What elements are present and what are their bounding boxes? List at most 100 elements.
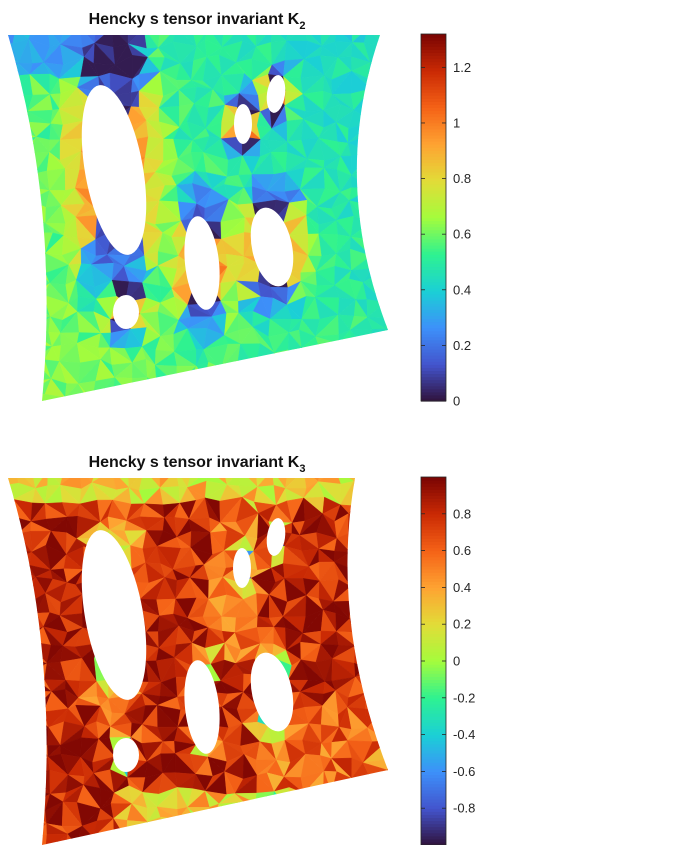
mesh-cell — [76, 837, 94, 845]
mesh-cell — [110, 396, 133, 401]
colorbar-segment — [421, 306, 446, 310]
mesh-cell — [400, 247, 416, 268]
hole — [250, 207, 294, 287]
colorbar-segment — [421, 725, 446, 730]
colorbar-segment — [421, 297, 446, 301]
mesh-cell — [385, 548, 388, 572]
mesh-cell — [386, 625, 388, 650]
colorbar-segment — [421, 697, 446, 702]
mesh-cell — [8, 216, 13, 237]
mesh-cell — [382, 580, 388, 601]
title-k3-subscript: 3 — [299, 463, 305, 475]
mesh-cell — [404, 724, 416, 742]
mesh-cell — [300, 379, 318, 396]
mesh-cell — [395, 571, 416, 584]
mesh-cell — [314, 392, 340, 401]
colorbar-segment — [421, 220, 446, 225]
mesh-cell — [17, 530, 32, 553]
mesh-cell — [269, 823, 294, 842]
mesh-cell — [398, 470, 416, 486]
mesh-cell — [386, 614, 388, 627]
mesh-cell — [8, 299, 17, 317]
colorbar-segment — [421, 495, 446, 500]
mesh-cell — [349, 817, 366, 844]
mesh-cell — [8, 724, 14, 743]
colorbar-segment — [421, 826, 446, 831]
mesh-cell — [8, 709, 22, 726]
mesh-cell — [323, 803, 336, 823]
mesh-cell — [401, 662, 416, 678]
colorbar-segment — [421, 682, 446, 687]
mesh-cell — [92, 837, 115, 845]
mesh-cell — [363, 648, 388, 668]
mesh-cell — [402, 626, 416, 646]
mesh-cell — [379, 363, 388, 382]
mesh-cell — [395, 393, 416, 410]
colorbar-segment — [421, 162, 446, 167]
mesh-cell — [352, 408, 364, 428]
mesh-cell — [385, 310, 388, 329]
mesh-cell — [304, 411, 320, 428]
mesh-cell — [395, 566, 416, 582]
mesh-cell — [369, 561, 386, 582]
mesh-cell — [386, 616, 388, 635]
mesh-cell — [16, 628, 30, 642]
mesh-cell — [14, 739, 38, 762]
mesh-cell — [290, 379, 305, 396]
mesh-cell — [252, 841, 275, 845]
mesh-cell — [379, 820, 388, 842]
mesh-cell — [8, 692, 21, 711]
mesh-cell — [356, 350, 373, 364]
mesh-cell — [367, 478, 384, 488]
mesh-cell — [315, 366, 337, 384]
colorbar-segment — [421, 670, 446, 674]
mesh-cell — [404, 153, 416, 172]
mesh-cell — [17, 628, 28, 646]
mesh-cell — [252, 822, 271, 843]
colorbar-segment — [421, 318, 446, 323]
mesh-cell — [8, 499, 14, 519]
mesh-cell — [404, 44, 416, 60]
mesh-cell — [348, 394, 366, 401]
mesh-cell — [366, 675, 384, 695]
mesh-cell — [370, 74, 388, 95]
mesh-cell — [380, 152, 388, 168]
mesh-cell — [8, 613, 18, 631]
mesh-cell — [15, 311, 34, 333]
hole — [184, 660, 220, 754]
colorbar-segment — [421, 257, 446, 261]
mesh-cell — [11, 199, 31, 218]
mesh-cell — [396, 172, 416, 185]
mesh-cell — [369, 548, 387, 566]
mesh-cell — [225, 833, 240, 845]
colorbar-segment — [421, 153, 446, 157]
colorbar-segment — [421, 648, 446, 653]
colorbar-segment — [421, 193, 446, 197]
colorbar-tick-label: 0 — [453, 654, 460, 669]
mesh-cell — [367, 512, 388, 533]
colorbar-segment — [421, 235, 446, 240]
mesh-cell — [363, 121, 384, 137]
colorbar-segment — [421, 762, 446, 766]
mesh-cell — [8, 628, 19, 647]
colorbar-segment — [421, 667, 446, 671]
hole — [184, 216, 220, 310]
mesh-cell — [204, 367, 226, 381]
mesh-cell — [381, 55, 388, 80]
mesh-cell — [175, 410, 192, 428]
colorbar-segment — [421, 189, 446, 194]
colorbar-segment — [421, 786, 446, 791]
mesh-cell — [27, 412, 46, 428]
colorbar-segment — [421, 125, 446, 130]
colorbar-segment — [421, 76, 446, 81]
mesh-cell — [370, 135, 386, 155]
mesh-cell — [240, 416, 256, 428]
mesh-cell — [397, 348, 416, 364]
colorbar-segment — [421, 526, 446, 530]
hole — [250, 652, 294, 732]
mesh-cell — [371, 166, 384, 189]
mesh-cell — [12, 724, 38, 746]
mesh-cell — [301, 347, 320, 367]
mesh-cell — [287, 834, 307, 845]
mesh-cell — [348, 513, 373, 533]
